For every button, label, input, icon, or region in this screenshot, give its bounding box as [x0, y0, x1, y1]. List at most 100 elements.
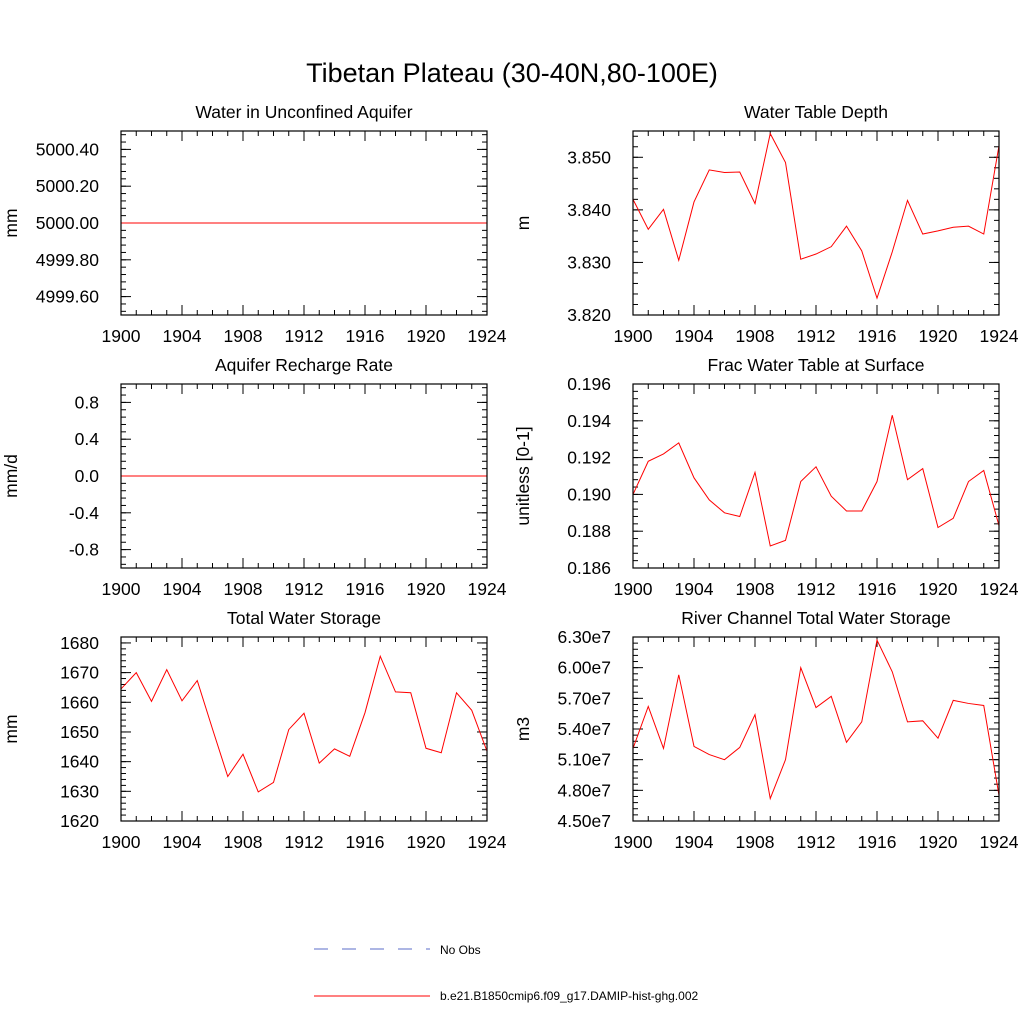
x-tick-label: 1900: [102, 326, 141, 346]
legend-model-label: b.e21.B1850cmip6.f09_g17.DAMIP-hist-ghg.…: [440, 989, 698, 1003]
y-tick-label: 0.194: [567, 411, 611, 431]
x-tick-label: 1920: [919, 326, 958, 346]
x-tick-label: 1912: [797, 832, 836, 852]
y-tick-label: 5.70e7: [557, 688, 611, 708]
y-tick-label: 1640: [60, 752, 99, 772]
y-tick-label: 1630: [60, 781, 99, 801]
y-axis-label: m3: [513, 717, 533, 741]
y-axis-label: mm: [1, 714, 21, 743]
legend: No Obs b.e21.B1850cmip6.f09_g17.DAMIP-hi…: [314, 943, 698, 1003]
plot-frame: [632, 130, 1000, 316]
y-axis-label: m: [513, 216, 533, 231]
y-tick-label: 3.820: [567, 305, 611, 325]
x-tick-label: 1904: [675, 832, 714, 852]
y-tick-label: 5000.20: [36, 176, 100, 196]
y-tick-label: 5.40e7: [557, 719, 611, 739]
x-tick-label: 1900: [102, 832, 141, 852]
series-line: [120, 654, 488, 793]
y-tick-label: 0.188: [567, 521, 611, 541]
x-tick-label: 1908: [224, 579, 263, 599]
y-tick-label: 3.830: [567, 252, 611, 272]
y-tick-label: 1680: [60, 633, 99, 653]
x-tick-label: 1908: [224, 832, 263, 852]
y-tick-label: 6.00e7: [557, 658, 611, 678]
panel-title: Total Water Storage: [227, 608, 381, 628]
x-tick-label: 1900: [614, 326, 653, 346]
x-tick-label: 1924: [980, 832, 1019, 852]
y-tick-label: -0.8: [69, 540, 99, 560]
panel-title: River Channel Total Water Storage: [681, 608, 950, 628]
x-tick-label: 1920: [407, 326, 446, 346]
x-tick-label: 1912: [285, 326, 324, 346]
y-tick-label: 3.840: [567, 200, 611, 220]
legend-obs-label: No Obs: [440, 943, 481, 957]
x-tick-label: 1920: [407, 832, 446, 852]
panel-3: Aquifer Recharge Rate mm/d 1900 1904 1908 191…: [1, 355, 507, 599]
y-tick-label: 6.30e7: [557, 627, 611, 647]
panel-2: Water Table Depth m 1900 1904 1908 1912 1916 19…: [513, 102, 1019, 346]
x-tick-label: 1904: [675, 579, 714, 599]
x-tick-label: 1916: [858, 326, 897, 346]
x-tick-label: 1912: [285, 832, 324, 852]
x-tick-label: 1904: [163, 326, 202, 346]
panel-title: Frac Water Table at Surface: [708, 355, 925, 375]
x-tick-label: 1904: [163, 579, 202, 599]
x-tick-label: 1924: [980, 579, 1019, 599]
x-tick-label: 1908: [736, 579, 775, 599]
panel-4: Frac Water Table at Surface unitless [0-1…: [513, 355, 1019, 599]
x-tick-label: 1912: [285, 579, 324, 599]
x-tick-label: 1912: [797, 326, 836, 346]
series-line: [632, 638, 1000, 801]
panels: Water in Unconfined Aquifer mm 1900 1904 190…: [1, 102, 1019, 852]
x-tick-label: 1916: [346, 326, 385, 346]
panel-5: Total Water Storage mm 1900 1904 1908 1912 191…: [1, 608, 507, 852]
y-tick-label: 0.4: [75, 429, 100, 449]
y-tick-label: 0.190: [567, 484, 611, 504]
x-tick-label: 1916: [858, 579, 897, 599]
y-tick-label: 5000.00: [36, 213, 100, 233]
x-tick-label: 1924: [468, 579, 507, 599]
plot-frame: [632, 383, 1000, 569]
y-tick-label: 4999.60: [36, 287, 100, 307]
y-axis-label: unitless [0-1]: [513, 426, 533, 525]
panel-title: Water Table Depth: [744, 102, 888, 122]
x-tick-label: 1920: [919, 832, 958, 852]
series-line: [632, 132, 1000, 300]
y-axis-label: mm/d: [1, 454, 21, 498]
x-tick-label: 1916: [346, 832, 385, 852]
y-axis-label: mm: [1, 208, 21, 237]
y-tick-label: 4.50e7: [557, 811, 611, 831]
y-tick-label: 5000.40: [36, 139, 100, 159]
panel-1: Water in Unconfined Aquifer mm 1900 1904 190…: [1, 102, 507, 346]
plot-frame: [120, 130, 488, 316]
x-tick-label: 1924: [468, 326, 507, 346]
x-tick-label: 1924: [980, 326, 1019, 346]
y-tick-label: 1670: [60, 663, 99, 683]
x-tick-label: 1916: [858, 832, 897, 852]
x-tick-label: 1904: [163, 832, 202, 852]
y-tick-label: 0.8: [75, 392, 99, 412]
y-tick-label: 4999.80: [36, 250, 100, 270]
x-tick-label: 1908: [736, 832, 775, 852]
x-tick-label: 1904: [675, 326, 714, 346]
x-tick-label: 1912: [797, 579, 836, 599]
panel-title: Aquifer Recharge Rate: [215, 355, 393, 375]
y-tick-label: 0.0: [75, 466, 100, 486]
x-tick-label: 1908: [736, 326, 775, 346]
y-tick-label: 1620: [60, 811, 99, 831]
y-tick-label: 1650: [60, 722, 99, 742]
x-tick-label: 1908: [224, 326, 263, 346]
panel-title: Water in Unconfined Aquifer: [195, 102, 412, 122]
x-tick-label: 1916: [346, 579, 385, 599]
y-tick-label: 0.192: [567, 448, 611, 468]
figure-title: Tibetan Plateau (30-40N,80-100E): [306, 58, 718, 88]
y-tick-label: 4.80e7: [557, 780, 611, 800]
x-tick-label: 1900: [614, 832, 653, 852]
x-tick-label: 1920: [919, 579, 958, 599]
x-tick-label: 1900: [102, 579, 141, 599]
plot-frame: [120, 636, 488, 822]
plot-frame: [120, 383, 488, 569]
y-tick-label: 5.10e7: [557, 750, 611, 770]
plot-frame: [632, 636, 1000, 822]
